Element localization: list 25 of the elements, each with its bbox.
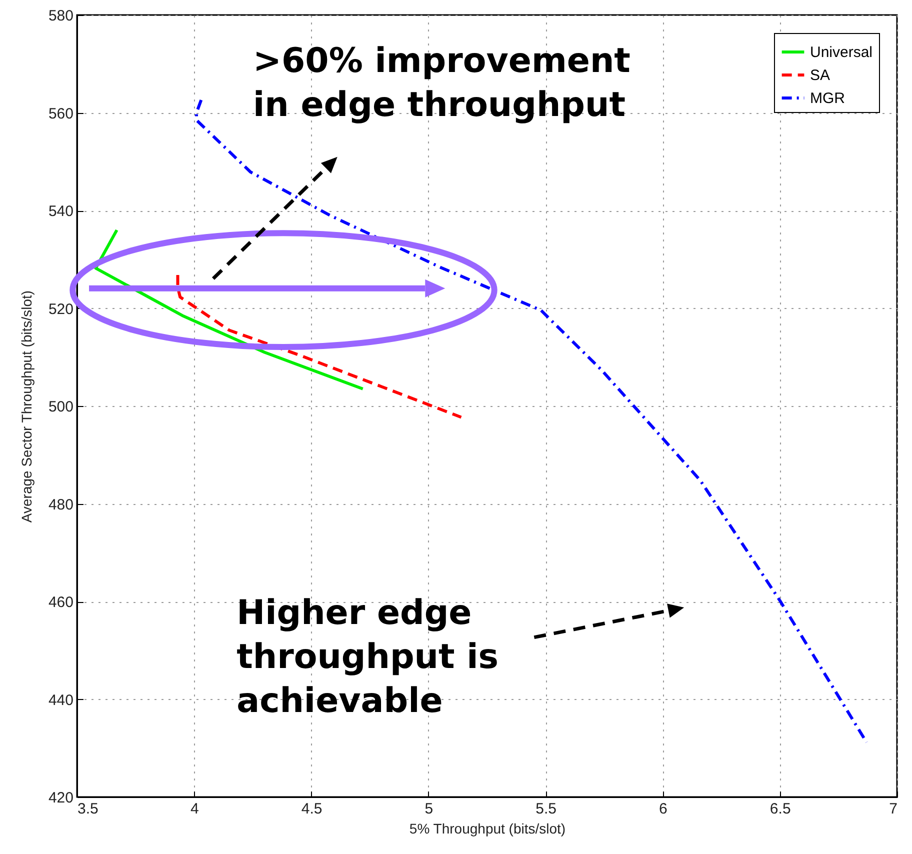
y-tick-label: 580: [48, 8, 74, 24]
y-axis-title: Average Sector Throughput (bits/slot): [18, 290, 34, 523]
legend-label: SA: [810, 67, 830, 84]
y-tick-label: 460: [48, 594, 74, 611]
annotation: >60% improvement in edge throughput: [253, 40, 632, 128]
y-tick-label: 420: [48, 790, 74, 806]
x-tick-label: 6: [659, 800, 668, 818]
x-axis-title: 5% Throughput (bits/slot): [409, 820, 566, 836]
x-tick-label: 6.5: [770, 800, 791, 818]
y-tick-label: 560: [48, 105, 74, 122]
y-tick-label: 540: [48, 203, 74, 220]
y-tick-label: 480: [48, 496, 74, 514]
y-tick-label: 500: [48, 398, 74, 416]
x-tick-label: 5.5: [536, 800, 556, 818]
x-tick-label: 5: [424, 800, 434, 818]
x-tick-label: 7: [889, 800, 898, 818]
x-tick-label: 4.5: [301, 800, 322, 818]
annotation: Higher edge throughput is achievable: [236, 592, 500, 724]
legend-label: MGR: [810, 90, 846, 107]
y-tick-label: 520: [48, 300, 74, 318]
y-tick-label: 440: [48, 692, 74, 709]
x-tick-label: 3.5: [78, 800, 98, 818]
legend-label: Universal: [810, 44, 873, 61]
x-tick-label: 4: [190, 800, 199, 818]
line-series: [176, 274, 463, 419]
